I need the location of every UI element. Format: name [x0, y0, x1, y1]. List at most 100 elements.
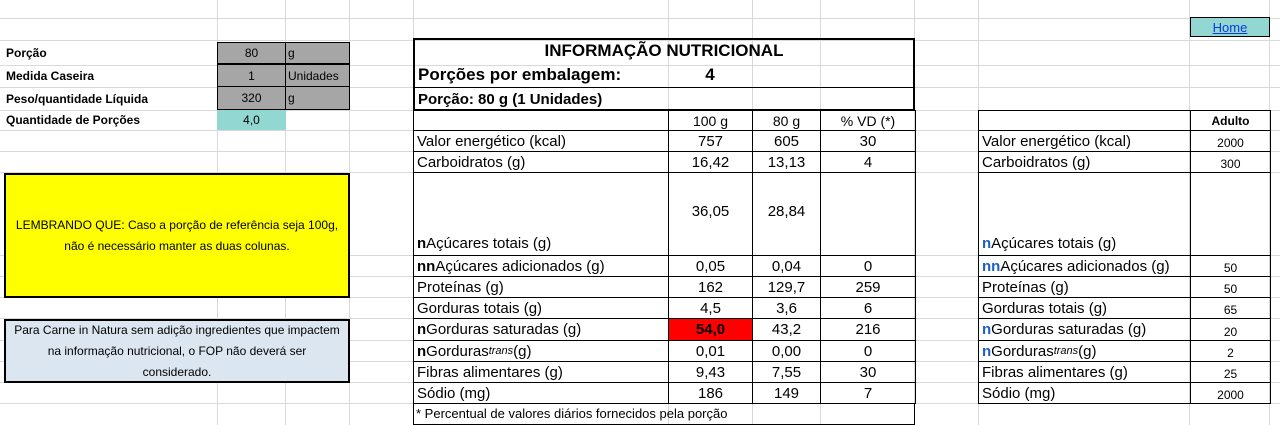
value-vd: 0	[820, 255, 916, 277]
table-row-label: Carboidratos (g)	[413, 151, 669, 173]
value-portion: 43,2	[752, 318, 821, 341]
nutrient-prefix-marker: n	[417, 342, 427, 360]
peso-value-cell[interactable]: 320	[217, 86, 286, 110]
nutrient-label-trans: trans	[1053, 345, 1079, 357]
nutrient-label: Açúcares totais (g)	[991, 235, 1117, 252]
nutrient-label-end: (g)	[513, 342, 532, 360]
nutrient-label-end: (g)	[1078, 342, 1097, 360]
ref-row-value: 300	[1190, 151, 1271, 173]
ref-header-blank	[978, 110, 1191, 131]
table-row-label: n Açúcares totais (g)	[413, 172, 669, 256]
ref-row-label: Sódio (mg)	[978, 382, 1191, 404]
nutrient-label: Carboidratos (g)	[417, 153, 526, 171]
nutrient-label: Valor energético (kcal)	[982, 132, 1131, 150]
footnote: * Percentual de valores diários fornecid…	[413, 403, 915, 425]
value-vd: 6	[820, 297, 916, 319]
nutrient-label: Proteínas (g)	[982, 278, 1069, 296]
nutrient-label: Açúcares adicionados (g)	[1000, 257, 1170, 275]
ref-row-label: Proteínas (g)	[978, 276, 1191, 298]
nutrient-prefix-marker: nn	[417, 257, 436, 275]
value-vd: 0	[820, 340, 916, 362]
porcao-line-row	[415, 87, 913, 109]
medida-label: Medida Caseira	[6, 69, 95, 83]
table-row-label: Gorduras totais (g)	[413, 297, 669, 319]
porcao-unit: g	[288, 46, 295, 60]
quantidade-value-cell[interactable]: 4,0	[217, 110, 286, 130]
nutrient-label: Gorduras saturadas (g)	[426, 321, 582, 338]
value-vd: 30	[820, 361, 916, 383]
porcao-unit-cell[interactable]: g	[285, 42, 350, 64]
yellow-note: LEMBRANDO QUE: Caso a porção de referênc…	[4, 173, 350, 298]
porcao-value-cell[interactable]: 80	[217, 42, 286, 64]
porcao-line: Porção: 80 g (1 Unidades)	[418, 90, 603, 108]
value-vd	[820, 172, 916, 256]
value-100g: 757	[668, 130, 753, 152]
value-100g: 16,42	[668, 151, 753, 173]
value-vd: 4	[820, 151, 916, 173]
ref-row-value: 2	[1190, 340, 1271, 362]
value-vd: 216	[820, 318, 916, 341]
table-row-label: n Gorduras saturadas (g)	[413, 318, 669, 341]
home-link[interactable]: Home	[1212, 19, 1248, 35]
value-portion: 7,55	[752, 361, 821, 383]
ref-row-label: Carboidratos (g)	[978, 151, 1191, 173]
value-100g: 0,05	[668, 255, 753, 277]
value-100g: 162	[668, 276, 753, 298]
ref-row-value: 65	[1190, 297, 1271, 319]
nutrient-prefix-marker: n	[982, 342, 992, 360]
ref-row-label: Valor energético (kcal)	[978, 130, 1191, 152]
value-portion: 28,84	[752, 172, 821, 256]
nutrient-label: Sódio (mg)	[982, 384, 1056, 402]
nutrient-label: Gorduras totais (g)	[417, 299, 543, 317]
nutrient-label: Açúcares totais (g)	[426, 235, 552, 252]
nutrient-prefix-marker: n	[417, 235, 427, 252]
ref-row-value	[1190, 172, 1271, 256]
ref-row-label: nn Açúcares adicionados (g)	[978, 255, 1191, 277]
ref-row-label: n Açúcares totais (g)	[978, 172, 1191, 256]
value-portion: 0,04	[752, 255, 821, 277]
ref-row-value: 25	[1190, 361, 1271, 383]
value-portion: 129,7	[752, 276, 821, 298]
value-vd: 7	[820, 382, 916, 404]
home-button[interactable]: Home	[1190, 17, 1270, 37]
nutrient-label: Gorduras	[991, 342, 1054, 360]
table-header-blank	[413, 110, 669, 131]
column-header: % VD (*)	[820, 110, 916, 131]
nutrient-label-trans: trans	[488, 345, 514, 357]
nutrient-label: Carboidratos (g)	[982, 153, 1091, 171]
nutrient-prefix-marker: n	[417, 321, 427, 338]
porcoes-value: 4	[705, 65, 715, 84]
nutrient-prefix-marker: n	[982, 321, 992, 338]
value-portion: 13,13	[752, 151, 821, 173]
medida-unit-cell[interactable]: Unidades	[285, 64, 350, 87]
ref-row-label: Gorduras totais (g)	[978, 297, 1191, 319]
nutrient-label: Fibras alimentares (g)	[982, 363, 1128, 381]
porcoes-label: Porções por embalagem:	[418, 65, 622, 84]
column-header: 100 g	[668, 110, 753, 131]
peso-unit-cell[interactable]: g	[285, 86, 350, 110]
table-row-label: nn Açúcares adicionados (g)	[413, 255, 669, 277]
blue-note: Para Carne in Natura sem adição ingredie…	[4, 319, 350, 383]
ref-row-value: 2000	[1190, 130, 1271, 152]
ref-row-value: 50	[1190, 255, 1271, 277]
porcao-label: Porção	[6, 46, 47, 60]
ref-row-value: 50	[1190, 276, 1271, 298]
value-vd: 30	[820, 130, 916, 152]
nutrient-label: Gorduras	[426, 342, 489, 360]
quantidade-label: Quantidade de Porções	[6, 113, 141, 127]
value-100g-highlighted: 54,0	[668, 318, 753, 341]
nutrition-title: INFORMAÇÃO NUTRICIONAL	[544, 41, 784, 60]
quantidade-value: 4,0	[243, 113, 260, 127]
porcao-value: 80	[244, 46, 259, 60]
table-row-label: n Gorduras trans (g)	[413, 340, 669, 362]
nutrient-label: Açúcares adicionados (g)	[435, 257, 605, 275]
ref-row-label: Fibras alimentares (g)	[978, 361, 1191, 383]
value-100g: 36,05	[668, 172, 753, 256]
table-row-label: Valor energético (kcal)	[413, 130, 669, 152]
medida-value-cell[interactable]: 1	[217, 64, 286, 87]
value-portion: 605	[752, 130, 821, 152]
table-row-label: Proteínas (g)	[413, 276, 669, 298]
value-100g: 0,01	[668, 340, 753, 362]
table-row-label: Fibras alimentares (g)	[413, 361, 669, 383]
ref-header-adulto: Adulto	[1190, 110, 1271, 131]
